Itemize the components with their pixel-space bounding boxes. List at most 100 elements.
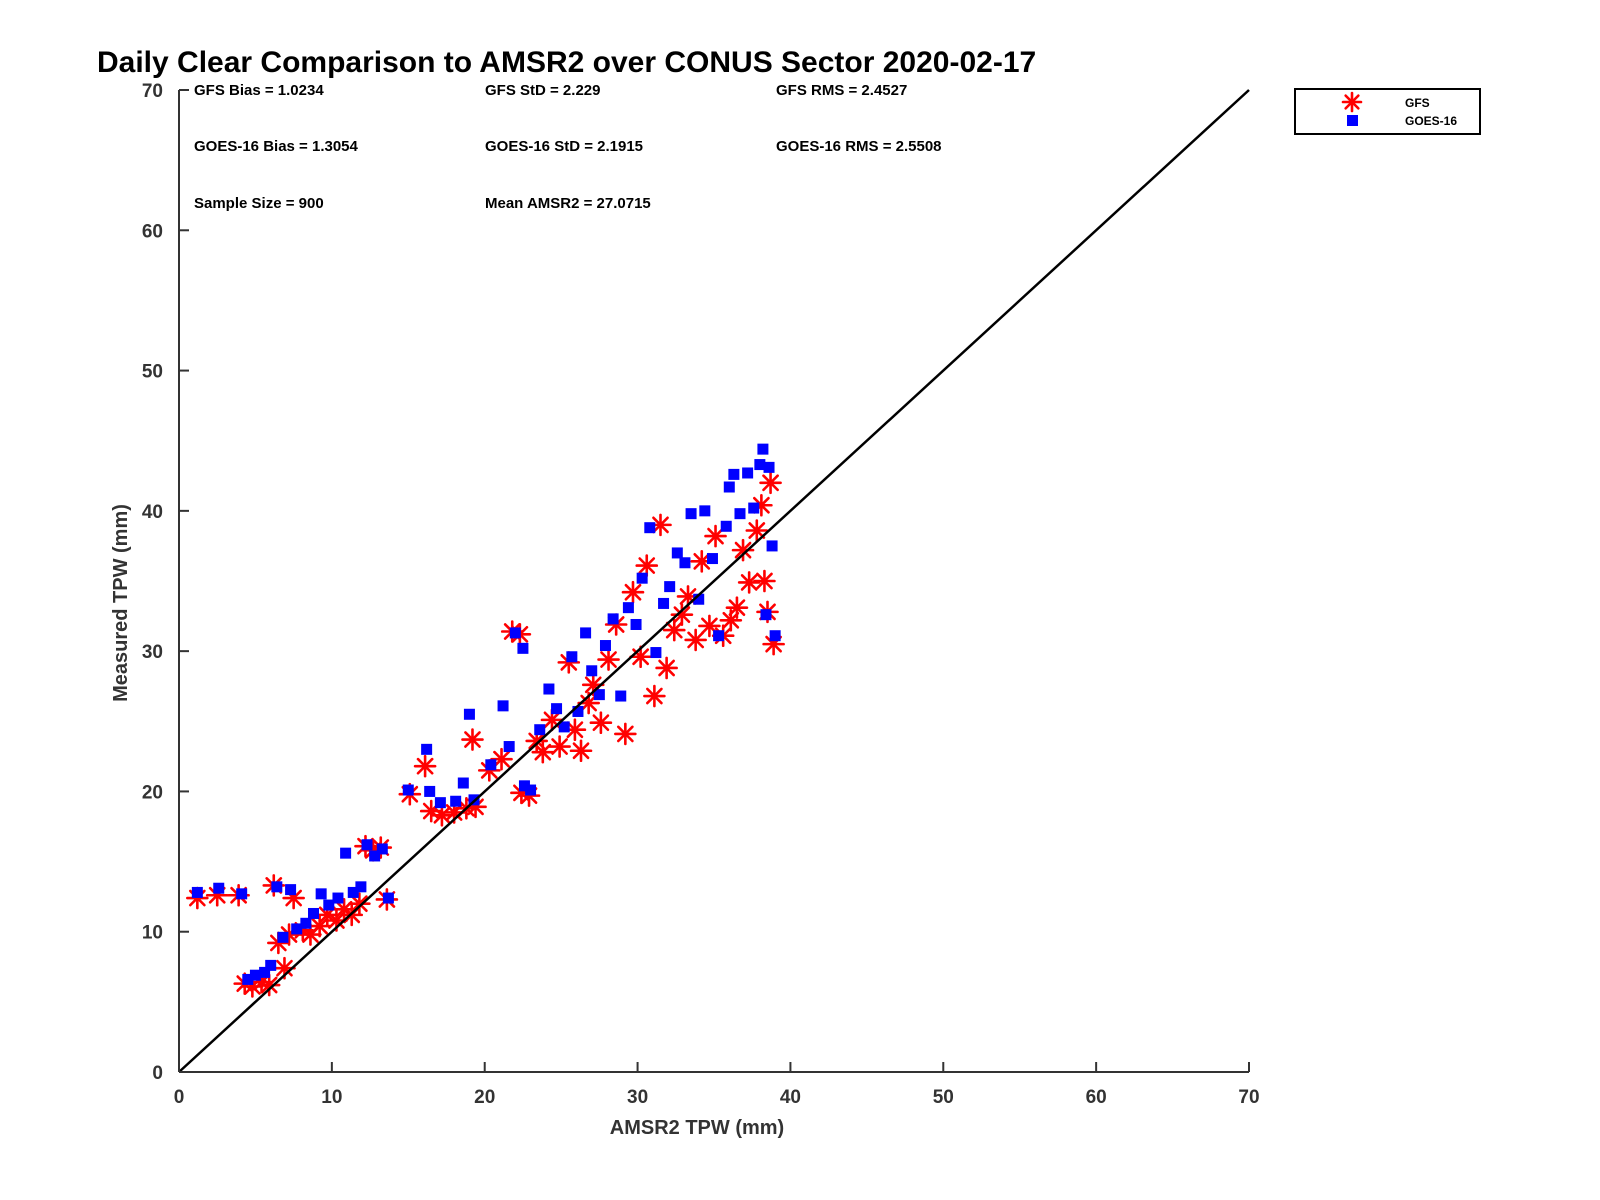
goes-16-point [249,969,261,981]
gfs-point [548,735,571,758]
goes-16-point [636,572,648,584]
x-tick-label: 60 [1086,1087,1107,1108]
goes-16-point [580,627,592,639]
gfs-point [589,711,613,734]
goes-16-point [742,467,754,479]
goes-rms-text: GOES-16 RMS = 2.5508 [776,138,942,155]
goes-16-point [300,917,312,929]
goes-16-point [376,843,388,855]
y-tick-label: 40 [142,502,163,523]
gfs-point [257,973,281,997]
goes-16-point [213,882,225,894]
goes-16-point [748,502,760,514]
goes-16-point [355,881,367,893]
gfs-point [597,648,620,671]
gfs-point [662,618,686,642]
goes-16-point [332,892,344,904]
goes-16-point [285,884,297,896]
goes-16-point [463,708,475,720]
plot-area [178,89,1250,1073]
gfs-point [621,580,645,604]
goes-16-point [586,665,598,677]
gfs-point [725,596,749,619]
goes-16-point [728,468,740,480]
goes-16-point [497,700,509,712]
goes-16-point [236,888,248,900]
goes-bias-text: GOES-16 Bias = 1.3054 [194,138,359,155]
goes-16-point [518,780,530,792]
goes-16-point [754,459,766,471]
goes-16-point [291,923,303,935]
goes-16-point [308,907,320,919]
gfs-point [614,722,637,746]
x-tick-label: 20 [474,1087,495,1108]
statistics-annotations: GFS Bias = 1.0234 GFS StD = 2.229 GFS RM… [194,82,942,212]
goes-16-point [382,892,394,904]
goes-16-point [434,797,446,809]
gfs-point [569,739,593,763]
goes-16-point [679,557,691,569]
legend-gfs-asterisk [1341,91,1363,113]
goes-16-point [607,613,619,625]
goes-16-point [757,443,769,455]
gfs-point [731,538,755,562]
goes-16-point [760,609,772,621]
x-tick-label: 10 [321,1087,342,1108]
goes-16-point [551,703,563,715]
legend: GFS GOES-16 [1294,88,1481,135]
goes-16-point [593,689,605,701]
goes-16-point [615,690,627,702]
goes-16-point [457,777,469,789]
y-tick-label: 60 [142,221,163,242]
y-axis-label: Measured TPW (mm) [110,504,132,702]
y-tick-label: 30 [142,642,163,663]
goes-16-point [347,886,359,898]
gfs-point [531,740,555,764]
goes-16-point [599,640,611,652]
mean-amsr2-text: Mean AMSR2 = 27.0715 [485,195,651,212]
goes-16-point [323,899,335,911]
goes-16-point [191,886,203,898]
goes-16-point [450,795,462,807]
goes-16-point [558,721,570,733]
goes-16-point [723,481,735,493]
goes-16-point [421,743,433,755]
goes-16-point [720,520,732,532]
gfs-point [704,524,727,548]
gfs-bias-text: GFS Bias = 1.0234 [194,82,324,99]
x-axis-ticks: 0 10 20 30 40 50 60 70 [174,1062,1260,1108]
legend-goes-square-icon [1347,115,1358,126]
goes-16-point [769,630,781,642]
gfs-point [737,571,761,594]
gfs-point [348,892,371,915]
gfs-std-text: GFS StD = 2.229 [485,82,600,99]
goes-std-text: GOES-16 StD = 2.1915 [485,138,643,155]
goes-16-point [517,642,529,654]
x-tick-label: 30 [627,1087,648,1108]
y-axis-ticks: 0 10 20 30 40 50 60 70 [142,81,189,1084]
goes-16-point [265,959,277,971]
goes-16-point [525,784,537,796]
gfs-rms-text: GFS RMS = 2.4527 [776,82,907,99]
goes-16-point [671,547,683,559]
y-tick-label: 20 [142,782,163,803]
goes-16-series [191,443,781,985]
goes-16-point [685,508,697,520]
x-tick-label: 40 [780,1087,801,1108]
gfs-point [267,931,290,955]
gfs-series [186,471,785,998]
goes-16-point [630,618,642,630]
gfs-point [490,747,513,771]
goes-16-point [259,966,271,978]
x-tick-label: 50 [933,1087,954,1108]
y-tick-label: 50 [142,362,163,383]
goes-16-point [622,602,634,614]
gfs-point [461,728,484,751]
goes-16-point [242,973,254,985]
goes-16-point [644,522,656,534]
y-tick-label: 70 [142,81,163,102]
one-to-one-reference-line [178,89,1250,1073]
gfs-point [413,754,437,778]
gfs-point [745,519,769,542]
chart-title: Daily Clear Comparison to AMSR2 over CON… [97,46,1036,79]
